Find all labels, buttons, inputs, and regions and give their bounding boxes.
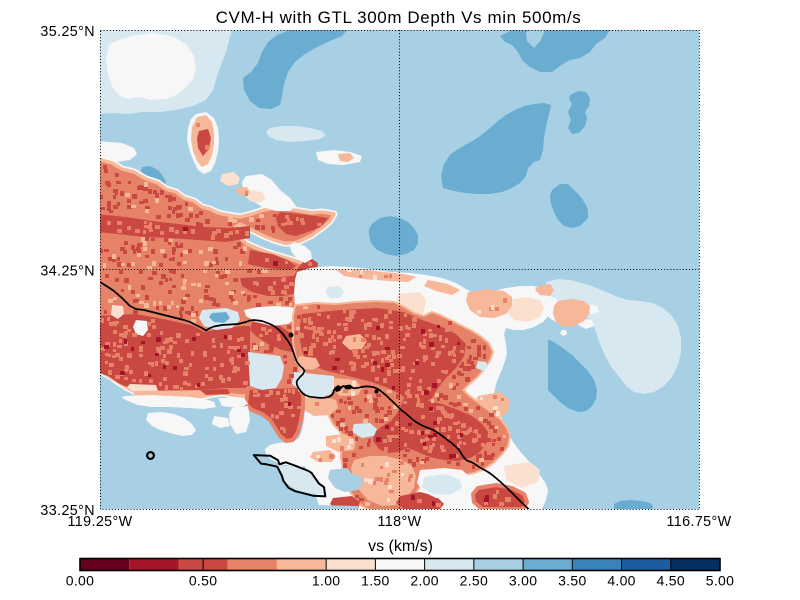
svg-text:3.00: 3.00	[509, 573, 537, 589]
svg-text:33.25°N: 33.25°N	[40, 503, 95, 519]
svg-text:118°W: 118°W	[377, 514, 421, 530]
svg-text:1.00: 1.00	[312, 573, 340, 589]
svg-text:0.00: 0.00	[66, 573, 94, 589]
svg-text:35.25°N: 35.25°N	[40, 24, 95, 40]
svg-text:0.50: 0.50	[189, 573, 217, 589]
svg-text:2.00: 2.00	[410, 573, 438, 589]
svg-text:1.50: 1.50	[361, 573, 389, 589]
svg-text:119.25°W: 119.25°W	[67, 514, 132, 530]
svg-text:2.50: 2.50	[460, 573, 488, 589]
svg-text:vs (km/s): vs (km/s)	[368, 538, 433, 555]
svg-text:34.25°N: 34.25°N	[40, 263, 95, 279]
svg-text:3.50: 3.50	[558, 573, 586, 589]
svg-text:CVM-H with GTL 300m Depth Vs m: CVM-H with GTL 300m Depth Vs min 500m/s	[216, 8, 582, 27]
svg-text:4.00: 4.00	[607, 573, 635, 589]
svg-text:4.50: 4.50	[657, 573, 685, 589]
svg-text:116.75°W: 116.75°W	[666, 514, 731, 530]
svg-text:5.00: 5.00	[706, 573, 734, 589]
